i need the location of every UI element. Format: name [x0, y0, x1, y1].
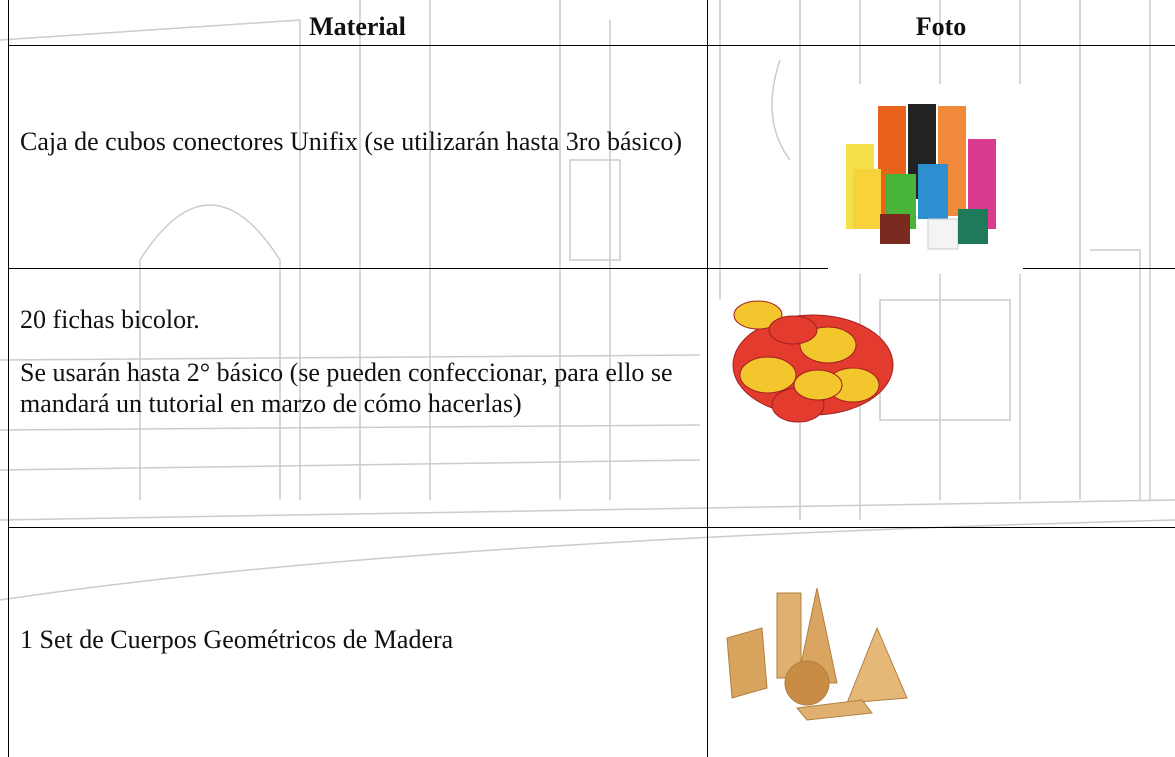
cell-text: Se usarán hasta 2° básico (se pueden con…	[20, 358, 673, 418]
header-cell: Foto	[915, 12, 967, 41]
cell-text: Caja de cubos conectores Unifix (se util…	[20, 127, 683, 156]
header-cell: Material	[309, 12, 406, 41]
cell-text: 1 Set de Cuerpos Geométricos de Madera	[20, 625, 454, 654]
border	[707, 0, 708, 757]
cell: 20 fichas bicolor. Se usarán hasta 2° bá…	[20, 304, 700, 419]
border	[8, 268, 1175, 269]
border	[8, 0, 9, 757]
border	[8, 527, 1175, 528]
border	[8, 45, 1175, 46]
cell-text: 20 fichas bicolor.	[20, 305, 200, 334]
photo-wood-shapes	[726, 588, 908, 721]
photo-cubes	[828, 84, 1023, 274]
photo-chips	[732, 300, 894, 423]
